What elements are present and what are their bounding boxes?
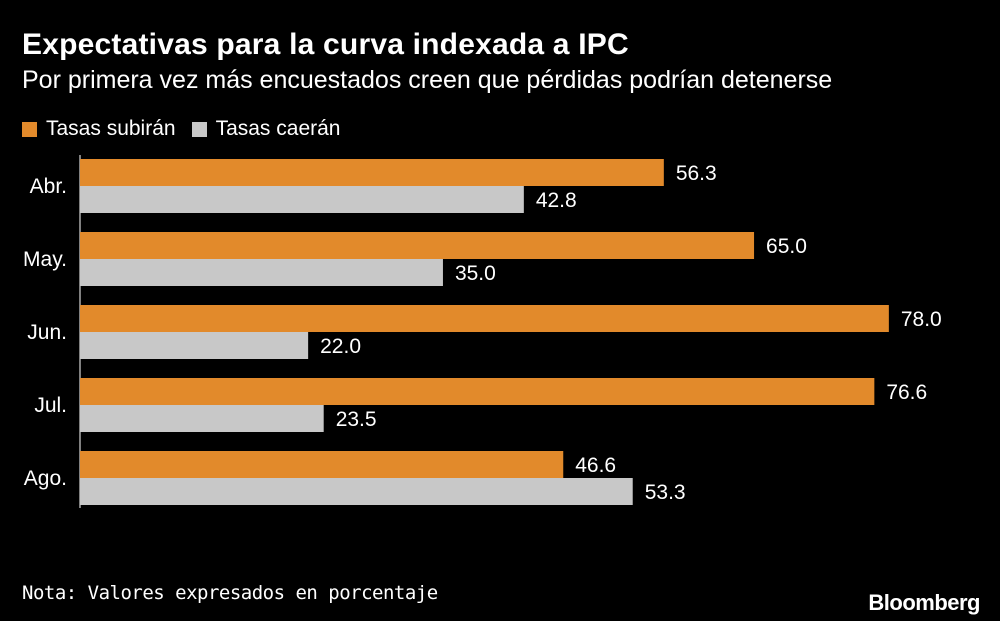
chart-title: Expectativas para la curva indexada a IP… [22, 28, 629, 61]
legend-swatch-up [22, 121, 37, 137]
legend-item-down: Tasas caerán [191, 117, 341, 141]
data-label: 56.3 [676, 162, 717, 185]
bar-down [80, 332, 309, 359]
bar-up [80, 305, 889, 332]
category-label: Abr. [30, 175, 67, 198]
data-label: 35.0 [455, 262, 496, 285]
legend-swatch-down [191, 121, 207, 137]
data-label: 76.6 [886, 381, 927, 404]
footnote: Nota: Valores expresados en porcentaje [22, 582, 438, 604]
category-label: Ago. [24, 467, 67, 490]
data-label: 22.0 [320, 335, 361, 358]
category-label: May. [23, 248, 67, 271]
bar-up [80, 232, 755, 259]
category-label: Jul. [34, 394, 67, 417]
chart-subtitle: Por primera vez más encuestados creen qu… [22, 66, 833, 94]
bar-up [80, 378, 875, 405]
bar-up [80, 451, 564, 478]
data-label: 65.0 [766, 235, 807, 258]
data-label: 78.0 [901, 308, 942, 331]
legend-item-up: Tasas subirán [22, 117, 176, 141]
legend: Tasas subirán Tasas caerán [22, 117, 356, 141]
data-label: 23.5 [336, 408, 377, 431]
category-label: Jun. [27, 321, 67, 344]
bar-down [80, 478, 633, 505]
data-label: 42.8 [536, 189, 577, 212]
brand-logo: Bloomberg [868, 590, 980, 615]
data-label: 53.3 [645, 481, 686, 504]
data-label: 46.6 [575, 454, 616, 477]
legend-label-up: Tasas subirán [46, 117, 176, 140]
legend-label-down: Tasas caerán [215, 117, 341, 140]
bar-down [80, 259, 443, 286]
bar-up [80, 159, 664, 186]
bar-down [80, 405, 324, 432]
bar-down [80, 186, 524, 213]
